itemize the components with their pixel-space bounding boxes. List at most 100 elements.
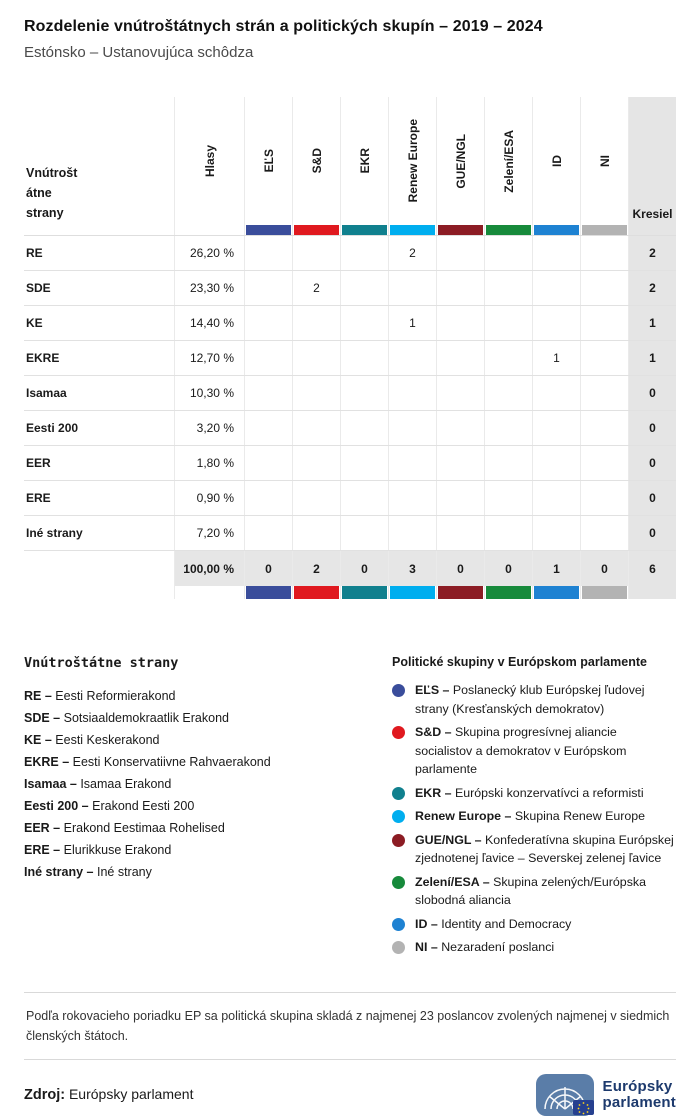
table-row: SDE 23,30 % 2 2 xyxy=(24,271,676,306)
group-cell xyxy=(532,376,580,410)
group-cell xyxy=(388,481,436,515)
group-legend-item: ID – Identity and Democracy xyxy=(392,915,676,934)
votes-value: 12,70 % xyxy=(174,341,244,375)
first-col-header-line: átne xyxy=(26,186,52,200)
group-cell xyxy=(436,481,484,515)
group-cell xyxy=(532,446,580,480)
table-row: Iné strany 7,20 % 0 xyxy=(24,516,676,551)
group-color-bar xyxy=(532,586,580,599)
group-cell xyxy=(340,341,388,375)
group-cell xyxy=(532,411,580,445)
group-cell xyxy=(244,341,292,375)
group-cell xyxy=(580,446,628,480)
group-cell xyxy=(292,306,340,340)
legend-left-title: Vnútroštátne strany xyxy=(24,655,179,671)
col-header-kresiel: Kresiel xyxy=(628,97,676,235)
party-legend-item: SDE – Sotsiaaldemokraatlik Erakond xyxy=(24,711,229,725)
group-cell xyxy=(340,271,388,305)
group-cell xyxy=(580,236,628,270)
page-subtitle: Estónsko – Ustanovujúca schôdza xyxy=(24,44,254,61)
party-legend-item: ERE – Elurikkuse Erakond xyxy=(24,843,172,857)
seats-value: 0 xyxy=(628,411,676,445)
group-cell xyxy=(484,446,532,480)
group-cell xyxy=(484,271,532,305)
total-group-cell: 0 xyxy=(436,551,484,586)
table-body: RE 26,20 % 2 2 SDE 23,30 % 2 xyxy=(24,235,676,599)
group-cell: 1 xyxy=(532,341,580,375)
group-cell xyxy=(580,481,628,515)
seats-value: 0 xyxy=(628,376,676,410)
group-cell xyxy=(340,446,388,480)
first-col-header-line: strany xyxy=(26,206,64,220)
col-header-els: EĽS xyxy=(244,97,292,235)
footnote: Podľa rokovacieho poriadku EP sa politic… xyxy=(24,991,676,1060)
group-cell xyxy=(436,411,484,445)
seats-value: 0 xyxy=(628,516,676,550)
group-color-bar xyxy=(388,586,436,599)
seats-value: 2 xyxy=(628,236,676,270)
group-color-dot xyxy=(392,726,405,739)
group-cell xyxy=(388,376,436,410)
table-row: Eesti 200 3,20 % 0 xyxy=(24,411,676,446)
col-header-ekr: EKR xyxy=(340,97,388,235)
group-cell xyxy=(436,516,484,550)
party-name: KE xyxy=(26,316,43,330)
total-seats: 6 xyxy=(628,551,676,586)
group-cell xyxy=(340,516,388,550)
group-color-dot xyxy=(392,941,405,954)
table-row: Isamaa 10,30 % 0 xyxy=(24,376,676,411)
votes-value: 26,20 % xyxy=(174,236,244,270)
group-legend-item: NI – Nezaradení poslanci xyxy=(392,938,676,957)
results-table: Vnútrošt átne strany Hlasy EĽS S&D EKR xyxy=(24,97,676,599)
group-color-bar xyxy=(533,225,580,235)
party-legend-item: Eesti 200 – Erakond Eesti 200 xyxy=(24,799,195,813)
party-name: Eesti 200 xyxy=(26,421,79,435)
header-bar-empty xyxy=(175,225,244,235)
total-group-cell: 0 xyxy=(484,551,532,586)
ep-logo-text: Európsky parlament xyxy=(602,1077,676,1111)
col-header-id: ID xyxy=(532,97,580,235)
group-cell xyxy=(340,411,388,445)
group-color-bar xyxy=(245,225,292,235)
table-row: KE 14,40 % 1 1 xyxy=(24,306,676,341)
table-bottom-bars xyxy=(24,586,676,599)
group-cell xyxy=(340,376,388,410)
seats-column-footer xyxy=(628,586,676,599)
group-cell xyxy=(484,376,532,410)
total-votes: 100,00 % xyxy=(174,551,244,586)
col-header-zeleni: Zelení/ESA xyxy=(484,97,532,235)
group-cell xyxy=(436,376,484,410)
group-color-bar xyxy=(244,586,292,599)
group-cell xyxy=(244,271,292,305)
col-header-guengl: GUE/NGL xyxy=(436,97,484,235)
european-parliament-logo: Európsky parlament xyxy=(535,1073,677,1116)
total-group-cell: 0 xyxy=(340,551,388,586)
col-header-ni: NI xyxy=(580,97,628,235)
group-cell xyxy=(484,481,532,515)
group-color-bar xyxy=(437,225,484,235)
group-cell xyxy=(292,446,340,480)
group-legend-item: Zelení/ESA – Skupina zelených/Európska s… xyxy=(392,873,676,910)
party-name: Isamaa xyxy=(26,386,67,400)
group-cell xyxy=(292,411,340,445)
total-group-cell: 3 xyxy=(388,551,436,586)
table-row: EKRE 12,70 % 1 1 xyxy=(24,341,676,376)
group-cell xyxy=(580,411,628,445)
page-title: Rozdelenie vnútroštátnych strán a politi… xyxy=(24,18,543,35)
party-name: ERE xyxy=(26,491,51,505)
group-cell xyxy=(436,271,484,305)
party-name: EER xyxy=(26,456,51,470)
group-cell xyxy=(484,236,532,270)
group-color-bar xyxy=(389,225,436,235)
group-legend-item: EKR – Európski konzervatívci a reformist… xyxy=(392,784,676,803)
table-row: EER 1,80 % 0 xyxy=(24,446,676,481)
party-name: RE xyxy=(26,246,43,260)
group-color-bar xyxy=(581,225,628,235)
table-row: RE 26,20 % 2 2 xyxy=(24,236,676,271)
group-color-bar xyxy=(436,586,484,599)
col-header-hlasy: Hlasy xyxy=(174,97,244,235)
group-cell xyxy=(436,236,484,270)
group-cell xyxy=(532,306,580,340)
group-color-bar xyxy=(485,225,532,235)
